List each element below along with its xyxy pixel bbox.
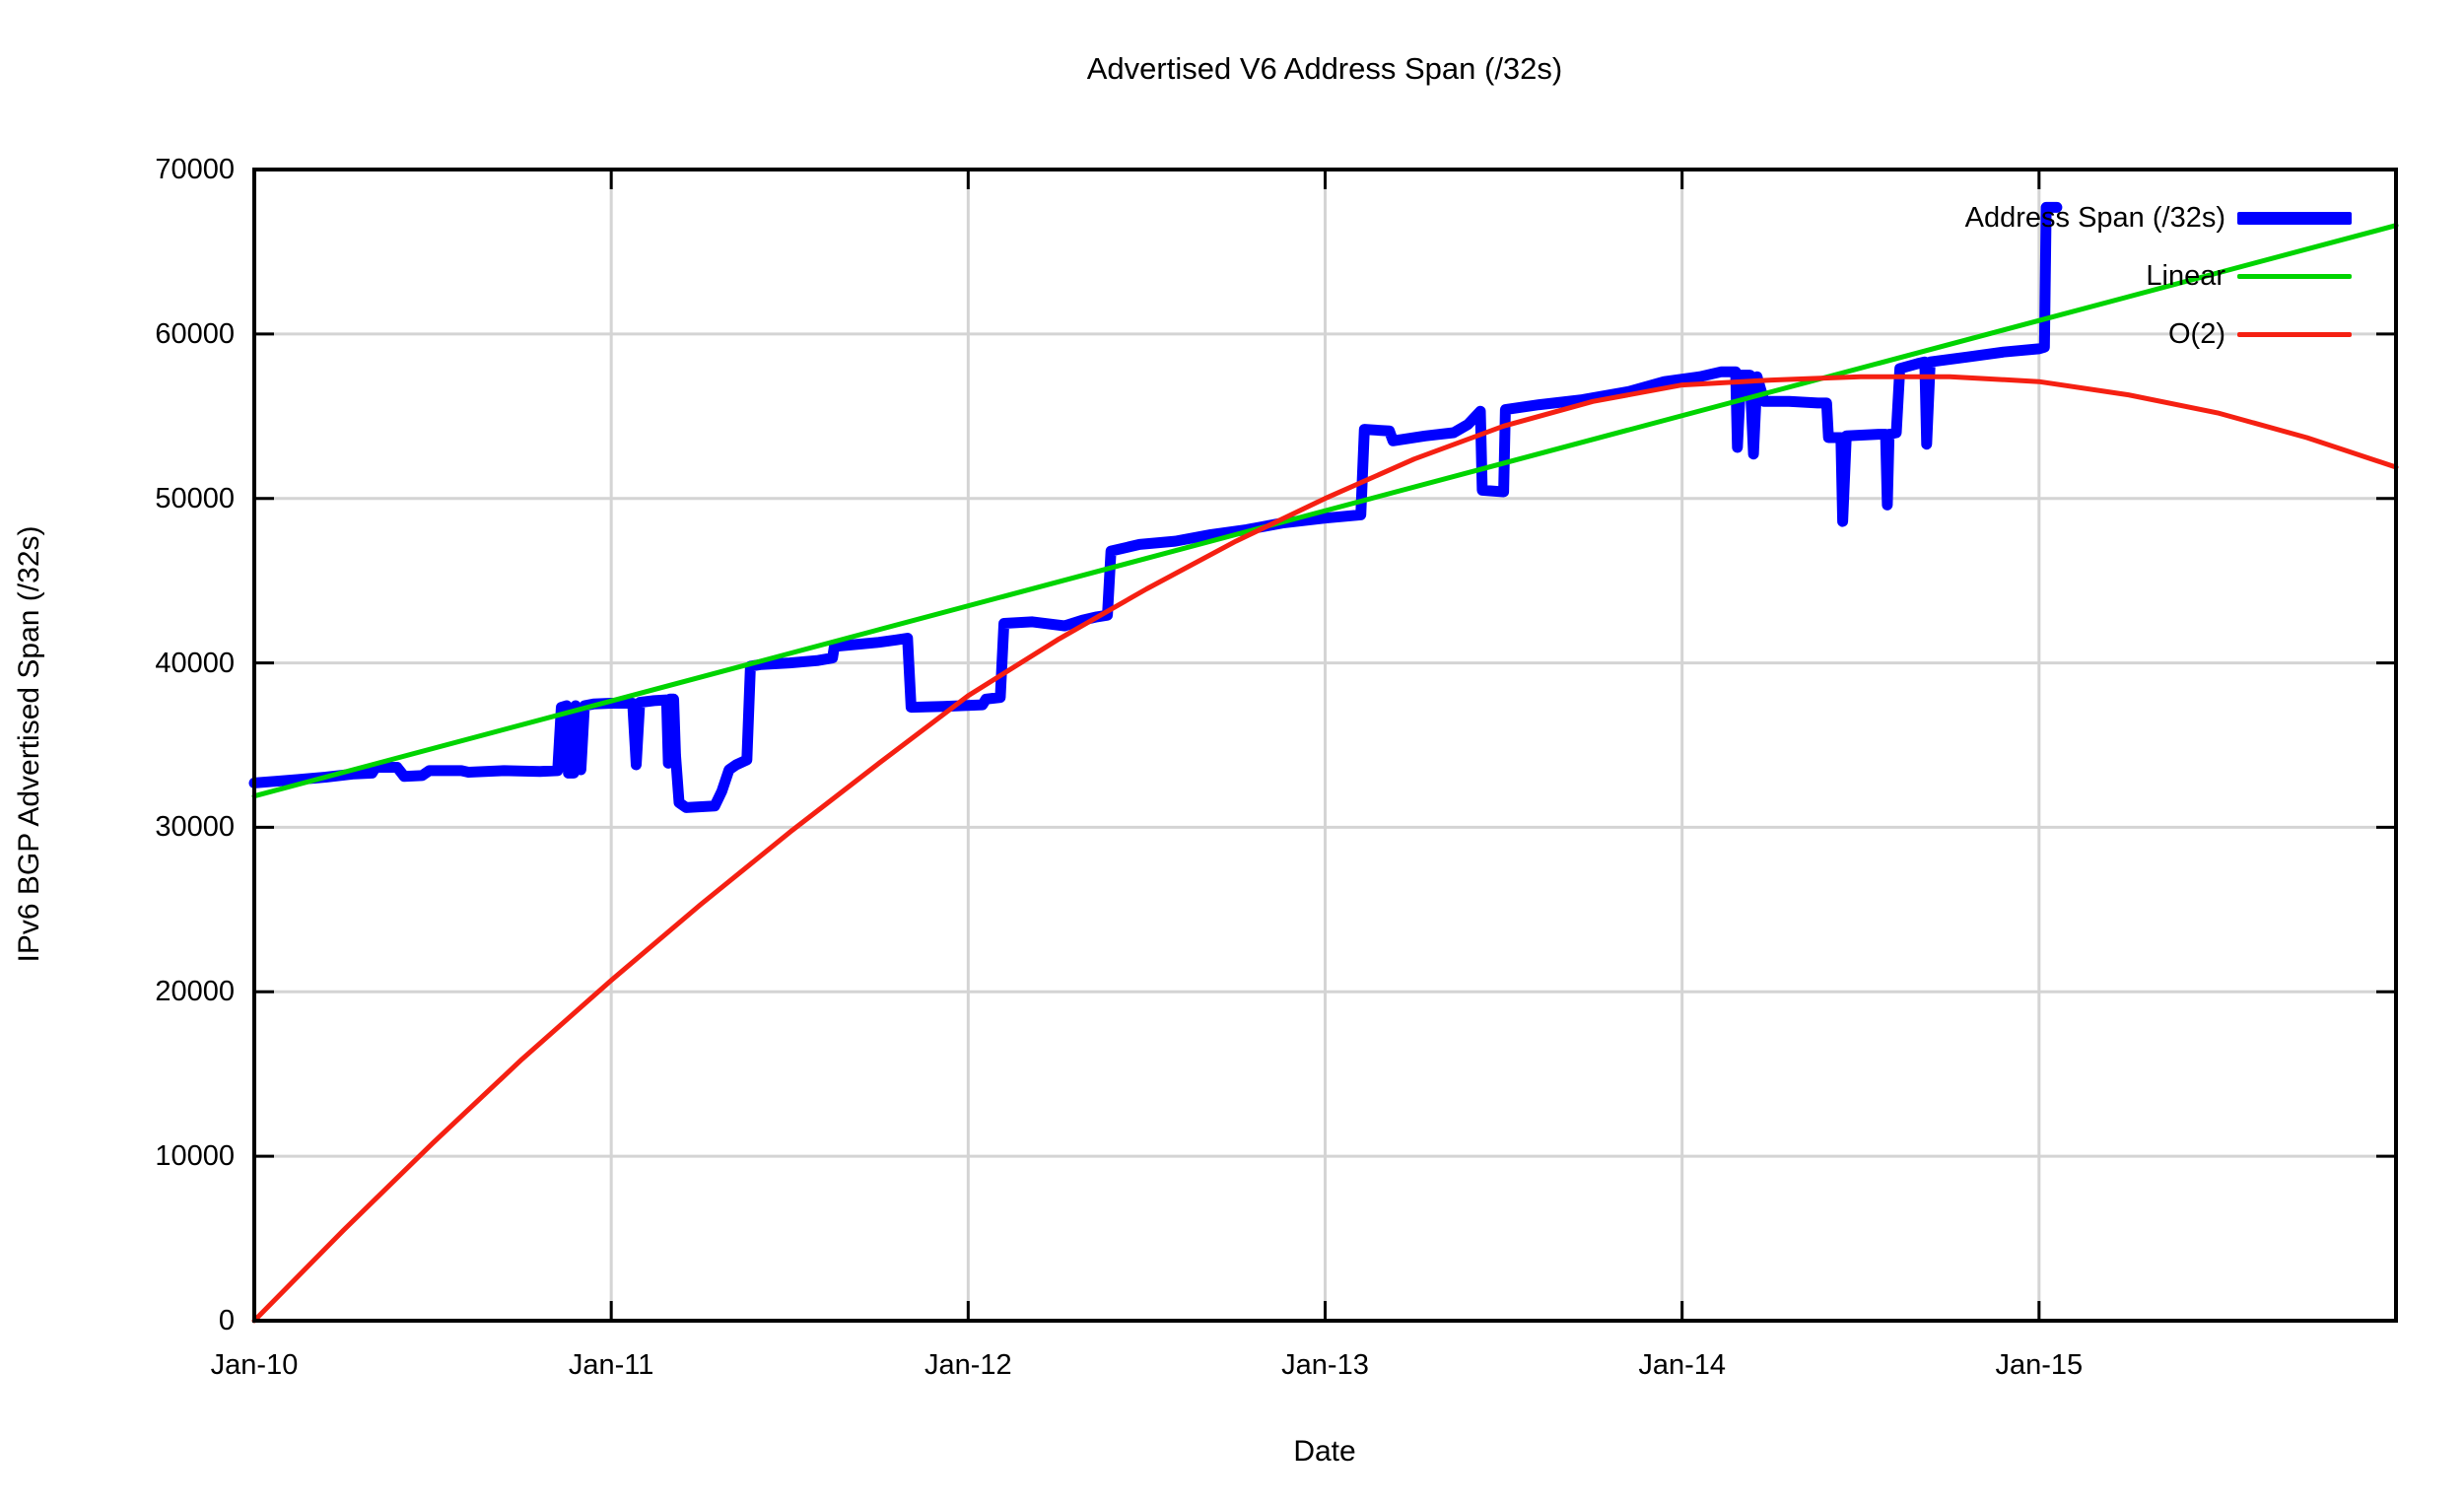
legend-line-sample [2237, 273, 2352, 279]
series-1-line [251, 223, 2399, 799]
y-tick-label: 70000 [155, 154, 235, 185]
y-tick-label: 40000 [155, 647, 235, 679]
legend-label: Address Span (/32s) [1964, 202, 2225, 234]
legend-line-sample [2237, 331, 2352, 337]
x-tick-label: Jan-11 [568, 1349, 654, 1381]
y-tick-label: 60000 [155, 317, 235, 350]
x-tick-label: Jan-12 [924, 1349, 1012, 1381]
legend-label: Linear [2146, 260, 2225, 292]
x-tick-label: Jan-13 [1281, 1349, 1369, 1381]
x-tick-label: Jan-14 [1638, 1349, 1726, 1381]
y-tick-label: 0 [218, 1305, 235, 1336]
series-2-line [251, 374, 2399, 1324]
x-tick-label: Jan-15 [1995, 1349, 2084, 1381]
y-tick-label: 20000 [155, 976, 235, 1008]
x-axis-title: Date [1293, 1435, 1356, 1468]
chart-title: Advertised V6 Address Span (/32s) [1086, 51, 1563, 86]
x-tick-label: Jan-10 [210, 1349, 299, 1381]
y-tick-label: 50000 [155, 482, 235, 514]
y-tick-label: 30000 [155, 811, 235, 844]
y-tick-label: 10000 [155, 1140, 235, 1173]
series-0-line [248, 201, 2063, 813]
legend-label: O(2) [2168, 318, 2225, 350]
y-axis-title: IPv6 BGP Advertised Span (/32s) [13, 525, 45, 963]
legend-line-sample [2237, 211, 2352, 225]
